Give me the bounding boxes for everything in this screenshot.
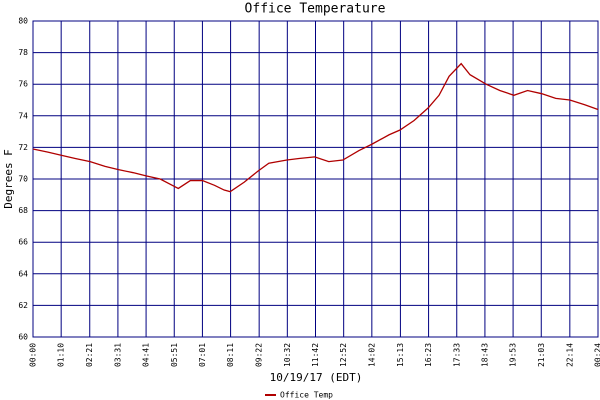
x-tick-label: 11:42 <box>311 343 320 367</box>
x-tick-label: 08:11 <box>226 343 235 367</box>
x-tick-label: 00:24 <box>594 343 600 367</box>
x-tick-label: 12:52 <box>339 343 348 367</box>
y-axis-title: Degrees F <box>2 149 15 209</box>
y-tick-label: 72 <box>18 143 28 152</box>
legend-label: Office Temp <box>280 391 333 400</box>
data-line <box>32 62 599 193</box>
y-tick-label: 74 <box>18 111 28 120</box>
y-tick-label: 70 <box>18 175 28 184</box>
x-tick-label: 19:53 <box>509 343 518 367</box>
y-tick-label: 62 <box>18 301 28 310</box>
x-tick-label: 01:10 <box>57 343 66 367</box>
x-tick-label: 18:43 <box>480 343 489 367</box>
x-tick-label: 07:01 <box>198 343 207 367</box>
x-tick-label: 03:31 <box>113 343 122 367</box>
x-axis-title: 10/19/17 (EDT) <box>270 371 363 384</box>
x-tick-label: 14:02 <box>367 343 376 367</box>
y-tick-label: 78 <box>18 48 28 57</box>
x-tick-label: 22:14 <box>565 343 574 367</box>
x-tick-label: 16:23 <box>424 343 433 367</box>
y-tick-label: 66 <box>18 238 28 247</box>
x-tick-label: 09:22 <box>255 343 264 367</box>
x-tick-label: 04:41 <box>142 343 151 367</box>
x-tick-label: 05:51 <box>170 343 179 367</box>
x-tick-label: 21:03 <box>537 343 546 367</box>
x-tick-label: 17:33 <box>452 343 461 367</box>
chart-title: Office Temperature <box>245 2 386 17</box>
y-tick-label: 76 <box>18 80 28 89</box>
y-tick-label: 68 <box>18 206 28 215</box>
x-tick-label: 00:00 <box>29 343 38 367</box>
x-tick-label: 02:21 <box>85 343 94 367</box>
x-tick-label: 10:32 <box>283 343 292 367</box>
y-tick-label: 80 <box>18 17 28 26</box>
y-tick-label: 64 <box>18 269 28 278</box>
y-tick-label: 60 <box>18 333 28 342</box>
x-tick-label: 15:13 <box>396 343 405 367</box>
